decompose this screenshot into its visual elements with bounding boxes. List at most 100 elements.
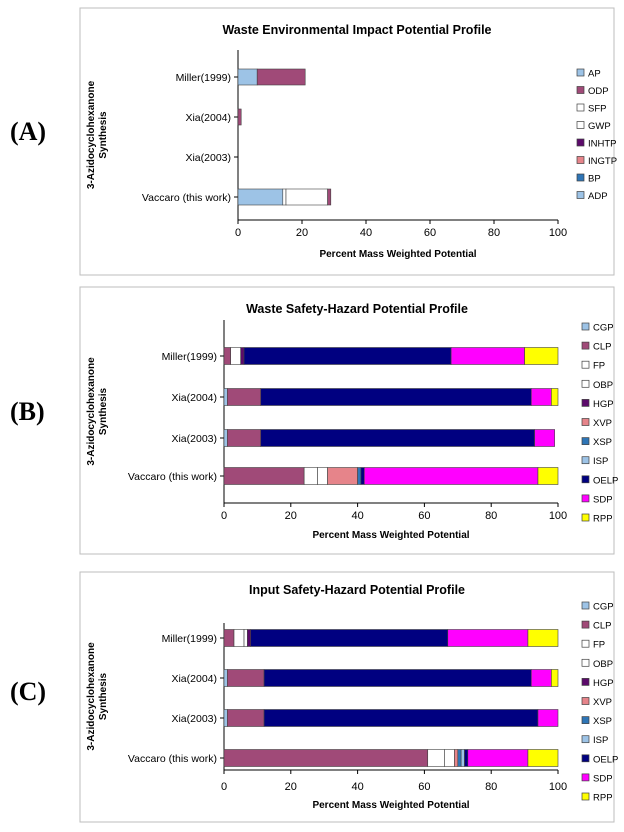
- panel-b-legend-swatch-rpp: [581, 513, 590, 522]
- panel-b-legend-label-clp: CLP: [593, 342, 611, 353]
- panel-c-bar-obp: [444, 749, 455, 767]
- panel-a-x-tick-label: 100: [549, 227, 567, 239]
- panel-c-bar-xvp: [454, 749, 459, 767]
- panel-b-y-axis-label: 3-AzidocyclohexanoneSynthesis: [86, 357, 109, 466]
- panel-c-y-axis-label: 3-AzidocyclohexanoneSynthesis: [86, 642, 109, 751]
- panel-c-legend-label-fp: FP: [593, 640, 605, 651]
- panel-b-x-tick-label: 80: [485, 510, 497, 522]
- panel-c-bar-xsp: [457, 749, 462, 767]
- panel-b-legend-swatch-clp: [581, 341, 590, 350]
- panel-c-legend-swatch-fp: [581, 639, 590, 648]
- panel-c-bar-oelp: [263, 709, 539, 727]
- panel-c-bar-isp: [460, 749, 465, 767]
- panel-c-frame: [79, 571, 615, 823]
- panel-b-x-tick-label: 60: [418, 510, 430, 522]
- panel-c-legend-swatch-rpp: [581, 792, 590, 801]
- panel-b-frame: [79, 286, 615, 555]
- panel-b-legend-label-oelp: OELP: [593, 475, 618, 486]
- panel-c-legend-swatch-oelp: [581, 754, 590, 763]
- panel-c-bar-clp: [223, 749, 429, 767]
- panel-c-bar-clp: [227, 669, 265, 687]
- panel-b-bar-rpp: [551, 388, 559, 406]
- panel-b-bar-oelp: [260, 429, 535, 447]
- panel-a-legend-label-ingtp: INGTP: [588, 156, 617, 167]
- panel-c-category-label: Xia(2003): [171, 713, 217, 725]
- panel-c-x-tick-label: 20: [285, 781, 297, 793]
- panel-b-legend-swatch-hgp: [581, 399, 590, 407]
- panel-c-legend-label-sdp: SDP: [593, 773, 613, 784]
- panel-a-frame: [79, 7, 615, 276]
- panel-c-bar-fp: [233, 629, 245, 647]
- panel-a-legend-label-bp: BP: [588, 174, 601, 185]
- panel-c-bar-hgp: [247, 629, 252, 647]
- panel-c-bar-cgp: [223, 669, 228, 687]
- panel-c-category-label: Miller(1999): [162, 633, 217, 645]
- panel-b-legend-swatch-oelp: [581, 475, 590, 484]
- panel-a-legend-label-inhtp: INHTP: [588, 139, 617, 150]
- panel-b-legend-swatch-obp: [581, 379, 590, 388]
- panel-c-bar-oelp: [464, 749, 469, 767]
- panel-c-bar-fp: [427, 749, 445, 767]
- panel-a-x-tick-label: 20: [296, 227, 308, 239]
- panel-b-category-label: Xia(2004): [171, 392, 217, 404]
- panel-c-legend-label-isp: ISP: [593, 735, 608, 746]
- panel-b-x-axis-label: Percent Mass Weighted Potential: [312, 530, 469, 541]
- panel-c-legend-label-clp: CLP: [593, 621, 611, 632]
- panel-a-y-axis-label: 3-AzidocyclohexanoneSynthesis: [86, 80, 109, 189]
- panel-c-bar-clp: [227, 709, 265, 727]
- panel-b-legend-label-cgp: CGP: [593, 323, 614, 334]
- panel-a-legend-swatch-sfp: [576, 103, 585, 112]
- panel-c-legend-label-hgp: HGP: [593, 678, 614, 689]
- panel-b-legend-swatch-xsp: [581, 437, 590, 445]
- panel-a-legend-label-sfp: SFP: [588, 104, 606, 115]
- panel-c-bar-sdp: [530, 669, 552, 687]
- panel-b-legend-swatch-cgp: [581, 322, 590, 331]
- panel-a-legend-swatch-bp: [576, 173, 585, 182]
- panel-c-bar-obp: [243, 629, 248, 647]
- panel-a-category-label: Miller(1999): [176, 72, 231, 84]
- panel-b-bar-oelp: [260, 388, 532, 406]
- panel-c-legend-swatch-cgp: [581, 601, 590, 610]
- panel-b-legend-label-xsp: XSP: [593, 437, 612, 448]
- panel-b-category-label: Xia(2003): [171, 433, 217, 445]
- panel-c-bar-oelp: [250, 629, 449, 647]
- panel-c-legend-label-rpp: RPP: [593, 793, 613, 804]
- panel-b-legend-swatch-sdp: [581, 494, 590, 503]
- panel-a-legend-label-ap: AP: [588, 69, 601, 80]
- panel-a-bar-sfp: [285, 188, 328, 206]
- panel-a-legend-label-gwp: GWP: [588, 121, 611, 132]
- panel-c-x-axis-label: Percent Mass Weighted Potential: [312, 800, 469, 811]
- panel-a-x-tick-label: 0: [235, 227, 241, 239]
- panel-a-x-tick-label: 40: [360, 227, 372, 239]
- panel-b-bar-sdp: [450, 347, 525, 365]
- panel-c-category-label: Vaccaro (this work): [128, 753, 217, 765]
- panel-b-bar-clp: [227, 429, 262, 447]
- panel-c-bar-sdp: [537, 709, 559, 727]
- panel-b-legend-label-hgp: HGP: [593, 399, 614, 410]
- panel-c-x-tick-label: 80: [485, 781, 497, 793]
- panel-c-bar-rpp: [527, 629, 559, 647]
- panel-b-legend-swatch-fp: [581, 360, 590, 369]
- panel-a-title: Waste Environmental Impact Potential Pro…: [222, 23, 491, 37]
- panel-c-legend-label-xvp: XVP: [593, 697, 612, 708]
- panel-b-bar-clp: [223, 467, 305, 485]
- panel-b-bar-oelp: [360, 467, 365, 485]
- panel-c-x-tick-label: 60: [418, 781, 430, 793]
- panel-a-bar-adp: [237, 68, 258, 86]
- panel-b-bar-rpp: [524, 347, 559, 365]
- panel-c-bar-oelp: [263, 669, 532, 687]
- panel-c-bar-clp: [223, 629, 235, 647]
- panel-c-legend-swatch-isp: [581, 735, 590, 744]
- panel-b-bar-clp: [223, 347, 231, 365]
- panel-a-x-tick-label: 60: [424, 227, 436, 239]
- panel-a-bar-odp: [237, 108, 242, 126]
- panel-a-legend-label-adp: ADP: [588, 191, 608, 202]
- panel-a-label: (A): [10, 117, 46, 146]
- panel-b-x-tick-label: 100: [549, 510, 567, 522]
- panel-b-bar-rpp: [537, 467, 559, 485]
- panel-b-label: (B): [10, 397, 45, 426]
- panel-c-bar-rpp: [551, 669, 559, 687]
- panel-b-legend-swatch-isp: [581, 456, 590, 465]
- panel-a-category-label: Xia(2003): [185, 152, 231, 164]
